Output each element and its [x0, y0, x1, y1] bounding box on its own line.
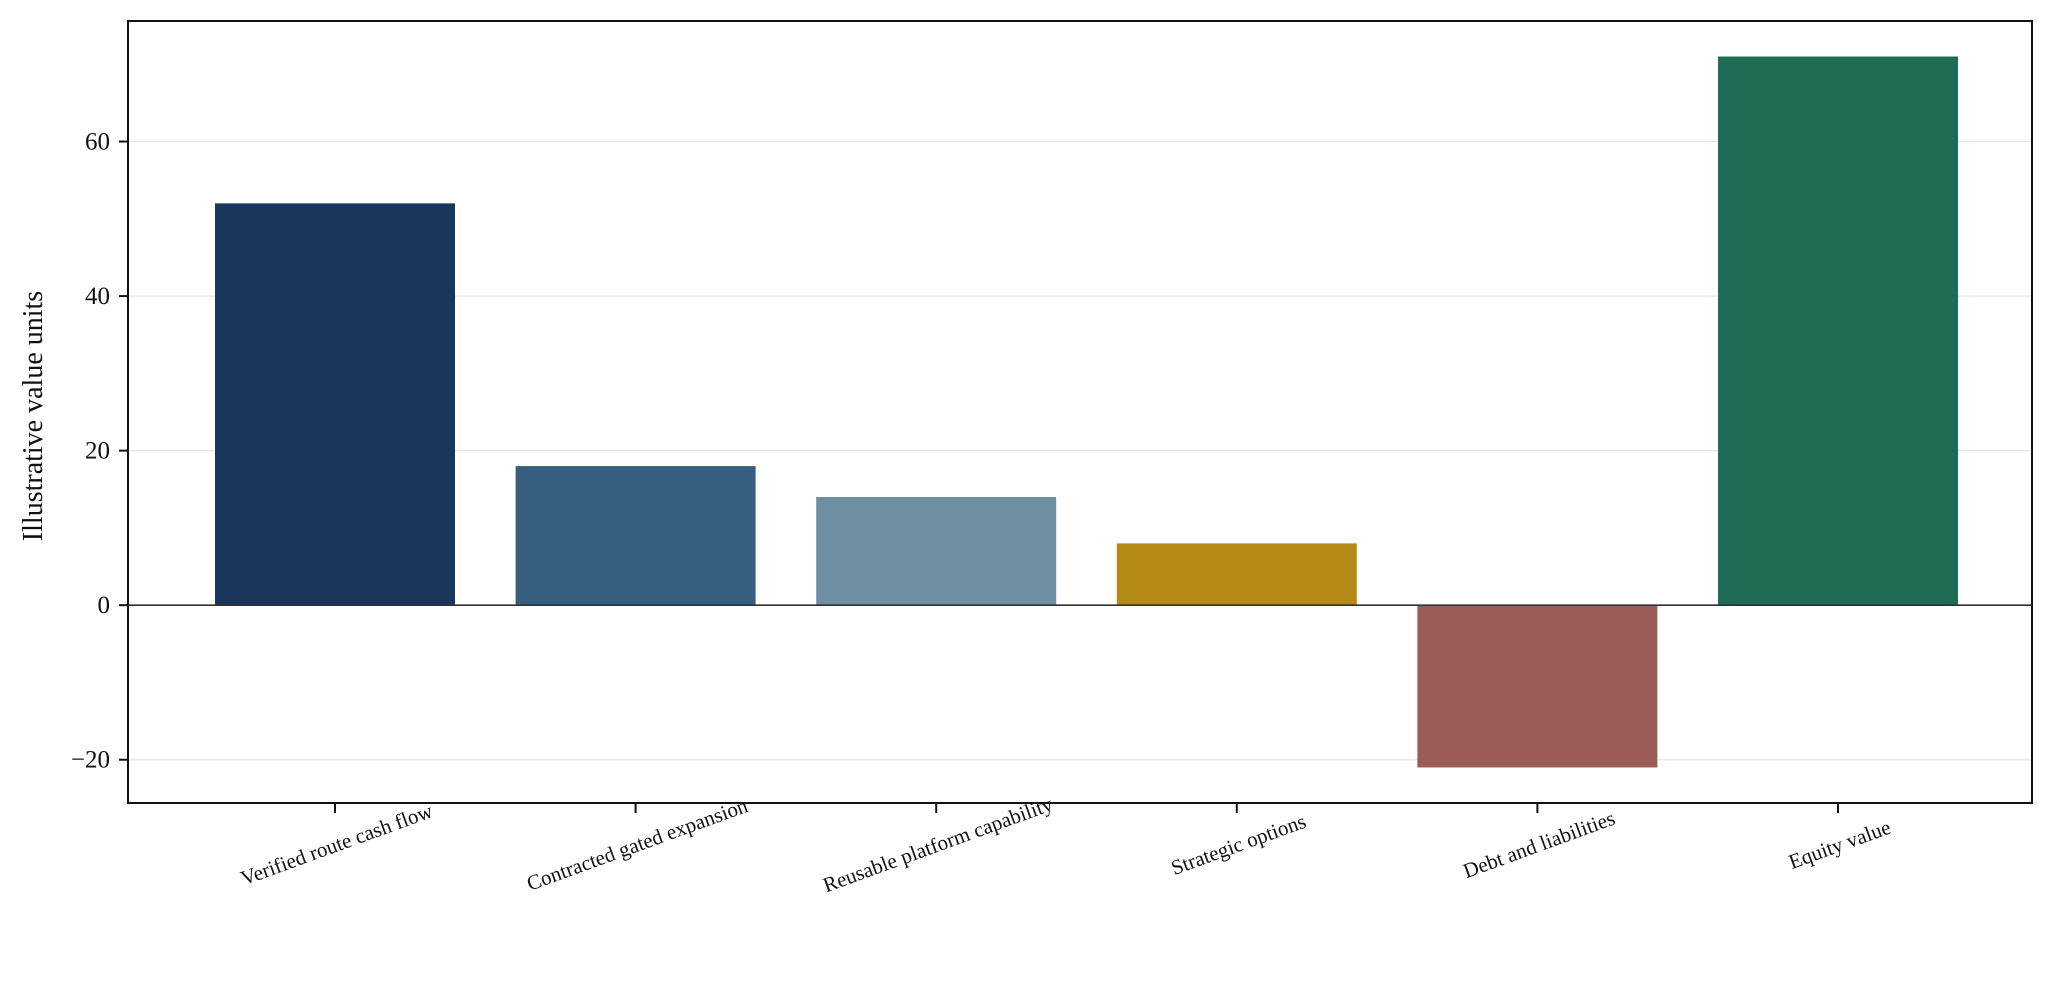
y-tick-label: 60 [85, 129, 110, 156]
bar [1417, 605, 1658, 768]
y-axis-label: Illustrative value units [18, 291, 49, 541]
y-tick-label: 40 [85, 283, 110, 310]
bar [215, 203, 455, 606]
plot-frame [127, 20, 2033, 804]
y-tick-label: −20 [71, 747, 110, 774]
y-axis-ticks: −20 0 20 40 60 [71, 129, 128, 774]
bars [215, 56, 1958, 768]
y-tick-label: 0 [98, 592, 111, 619]
bar [1116, 543, 1357, 606]
bar [1718, 56, 1958, 606]
y-tick-label: 20 [85, 438, 110, 465]
bar [515, 466, 756, 606]
bar [816, 497, 1057, 606]
